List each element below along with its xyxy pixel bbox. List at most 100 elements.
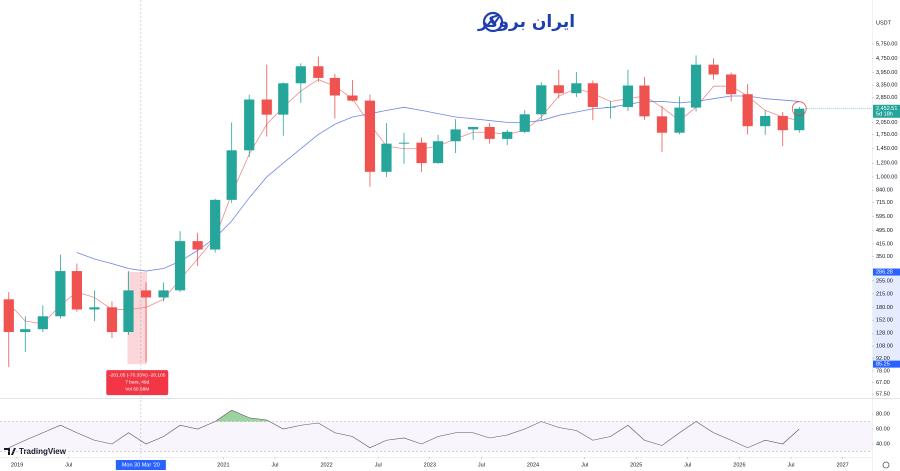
crosshair-date-label: Mon 30 Mar '20	[122, 462, 160, 468]
candle-body	[158, 290, 169, 298]
y-tick-label: 415.00	[876, 241, 893, 247]
candle-body	[794, 108, 805, 131]
logo-arrow	[486, 16, 500, 27]
x-tick-label: 2022	[320, 462, 332, 468]
y-tick-label: 2,050.00	[876, 120, 897, 126]
x-tick-label: Jul	[65, 462, 72, 468]
candle-body	[192, 241, 203, 250]
candle-body	[656, 116, 668, 133]
x-tick-label: Jul	[271, 462, 278, 468]
x-tick-label: 2021	[217, 462, 229, 468]
y-tick-label: 80.00	[876, 411, 890, 417]
measure-axis-label: 286.28	[876, 269, 893, 275]
measure-axis-box	[873, 360, 900, 368]
settings-icon[interactable]	[882, 461, 890, 469]
x-tick-label: Jul	[581, 462, 588, 468]
candle-body	[313, 66, 324, 78]
y-tick-label: 350.00	[876, 254, 893, 260]
y-tick-label: 1,750.00	[876, 132, 897, 138]
candle-body	[398, 142, 410, 144]
candle-body	[329, 77, 340, 96]
x-tick-label: 2019	[11, 462, 23, 468]
x-tick-label: Jul	[684, 462, 691, 468]
y-tick-label: 128.00	[876, 331, 893, 337]
y-tick-label: 40.00	[876, 441, 890, 447]
measure-text: -201.05 (-70.33%) -20,105	[109, 372, 166, 378]
x-tick-label: 2024	[527, 462, 539, 468]
candle-body	[432, 141, 444, 164]
candle-body	[226, 150, 237, 200]
tv-icon	[4, 448, 16, 455]
candle-body	[519, 114, 530, 132]
y-tick-label: 1,000.00	[876, 174, 897, 180]
candle-body	[622, 85, 634, 108]
x-tick-label: 2023	[424, 462, 436, 468]
y-tick-label: 1,450.00	[876, 146, 897, 152]
candle-body	[210, 199, 221, 250]
x-tick-label: Jul	[787, 462, 794, 468]
y-tick-label: 3,350.00	[876, 83, 897, 89]
tradingview-logo: TradingView	[4, 447, 67, 456]
x-tick-label: Jul	[375, 462, 382, 468]
candle-body	[174, 241, 186, 291]
y-tick-label: 2,850.00	[876, 95, 897, 101]
y-tick-label: 67.00	[876, 380, 890, 386]
candle-body	[742, 94, 753, 127]
y-tick-label: 57.50	[876, 392, 890, 398]
y-tick-label: 255.00	[876, 278, 893, 284]
candle-body	[708, 64, 719, 75]
y-tick-label: 595.00	[876, 214, 893, 220]
candle-body	[502, 131, 513, 139]
candle-body	[261, 99, 272, 115]
y-tick-label: 108.00	[876, 344, 893, 350]
candle-body	[20, 329, 31, 333]
candle-body	[347, 95, 358, 101]
logo-text: ایران بروکر	[477, 12, 575, 32]
y-tick-label: 215.00	[876, 291, 893, 297]
candle-body	[536, 85, 547, 115]
y-tick-label: 5,750.00	[876, 41, 897, 47]
rsi-band	[0, 421, 872, 452]
candle-body	[381, 143, 392, 172]
candle-body	[760, 115, 771, 127]
logo: ایران بروکر	[477, 11, 575, 33]
y-tick-label: 92.00	[876, 356, 890, 362]
candle-body	[37, 316, 48, 330]
measure-axis-box	[873, 268, 900, 276]
axis-measure-band	[873, 272, 900, 365]
y-tick-label: 180.00	[876, 305, 893, 311]
x-tick-label: Jul	[478, 462, 485, 468]
last-price-box	[873, 104, 900, 118]
x-tick-label: 2026	[733, 462, 745, 468]
price-pane	[3, 55, 805, 368]
brand-text: TradingView	[19, 447, 67, 456]
y-tick-label: 152.00	[876, 318, 893, 324]
measure-box	[106, 370, 169, 396]
candle-body	[605, 107, 616, 108]
candle-body	[690, 64, 702, 108]
y-tick-label: 78.00	[876, 368, 890, 374]
y-tick-label: 715.00	[876, 200, 893, 206]
measure-text: 7 bars, 49d	[125, 379, 149, 385]
candle-body	[55, 271, 66, 317]
candle-body	[484, 126, 495, 139]
candle-body	[777, 115, 788, 131]
candle-body	[3, 299, 14, 333]
candle-body	[244, 99, 255, 151]
candle-body	[450, 129, 461, 142]
measure-text: Vol 60.58M	[125, 386, 149, 392]
countdown: 5d 18h	[876, 112, 893, 118]
x-tick-label: 2025	[630, 462, 642, 468]
candle-body	[278, 83, 289, 115]
last-price-label: 2,452.51	[876, 106, 897, 112]
candle-body	[123, 290, 134, 333]
candle-body	[553, 85, 564, 94]
candle-body	[674, 107, 685, 133]
y-tick-label: 1,200.00	[876, 161, 897, 167]
crosshair-date-box	[115, 460, 166, 470]
candle-body	[71, 271, 82, 310]
measure-axis-label: 85.25	[876, 362, 890, 368]
candle-body	[726, 74, 737, 95]
